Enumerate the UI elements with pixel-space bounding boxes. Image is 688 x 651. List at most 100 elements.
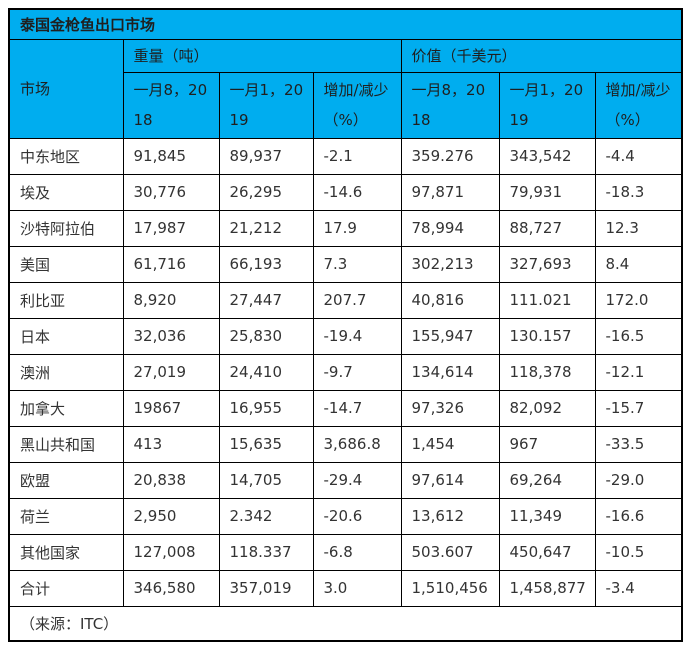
cell-weight-change: -6.8 (312, 533, 402, 571)
table-row: 日本 32,036 25,830 -19.4 155,947 130.157 -… (8, 317, 683, 355)
column-header-value-change: 增加/减少 （%） (594, 71, 683, 139)
table-row: 沙特阿拉伯 17,987 21,212 17.9 78,994 88,727 1… (8, 209, 683, 247)
cell-value-2019: 82,092 (498, 389, 596, 427)
cell-value-2018: 97,871 (400, 173, 500, 211)
cell-value-2019: 327,693 (498, 245, 596, 283)
cell-weight-change: 17.9 (312, 209, 402, 247)
cell-weight-change: 3,686.8 (312, 425, 402, 463)
cell-weight-2018: 20,838 (122, 461, 220, 499)
cell-weight-change: -20.6 (312, 497, 402, 535)
cell-value-2018: 302,213 (400, 245, 500, 283)
cell-market: 利比亚 (8, 281, 124, 319)
cell-weight-2019: 26,295 (218, 173, 314, 211)
cell-value-2018: 359.276 (400, 137, 500, 175)
table-row: 澳洲 27,019 24,410 -9.7 134,614 118,378 -1… (8, 353, 683, 391)
cell-weight-2018: 17,987 (122, 209, 220, 247)
column-group-weight: 重量（吨） (122, 38, 402, 73)
cell-weight-2019: 24,410 (218, 353, 314, 391)
cell-value-change: -33.5 (594, 425, 683, 463)
cell-weight-2019: 118.337 (218, 533, 314, 571)
source-row: （来源：ITC） (8, 605, 683, 642)
table-body: 中东地区 91,845 89,937 -2.1 359.276 343,542 … (8, 137, 683, 607)
cell-weight-2019: 27,447 (218, 281, 314, 319)
cell-value-2019: 967 (498, 425, 596, 463)
cell-weight-2019: 15,635 (218, 425, 314, 463)
cell-weight-2019: 16,955 (218, 389, 314, 427)
title-row: 泰国金枪鱼出口市场 (8, 8, 683, 40)
cell-weight-2019: 21,212 (218, 209, 314, 247)
cell-value-2019: 130.157 (498, 317, 596, 355)
cell-market: 其他国家 (8, 533, 124, 571)
cell-value-change: -16.5 (594, 317, 683, 355)
column-header-weight-jan2019: 一月1，20 19 (218, 71, 314, 139)
cell-value-change: -15.7 (594, 389, 683, 427)
cell-weight-2018: 30,776 (122, 173, 220, 211)
cell-weight-change: 3.0 (312, 569, 402, 607)
cell-value-2018: 13,612 (400, 497, 500, 535)
cell-market: 合计 (8, 569, 124, 607)
table-row: 合计 346,580 357,019 3.0 1,510,456 1,458,8… (8, 569, 683, 607)
table-header: 泰国金枪鱼出口市场 市场 重量（吨） 价值（千美元） 一月8，20 18 一月1… (8, 8, 683, 139)
cell-weight-2018: 346,580 (122, 569, 220, 607)
source-note: （来源：ITC） (8, 605, 683, 642)
column-header-weight-change: 增加/减少 （%） (312, 71, 402, 139)
cell-value-change: 8.4 (594, 245, 683, 283)
cell-weight-2018: 127,008 (122, 533, 220, 571)
cell-weight-2018: 61,716 (122, 245, 220, 283)
cell-weight-2018: 2,950 (122, 497, 220, 535)
cell-weight-2019: 14,705 (218, 461, 314, 499)
cell-value-2018: 78,994 (400, 209, 500, 247)
cell-value-2019: 450,647 (498, 533, 596, 571)
table-row: 利比亚 8,920 27,447 207.7 40,816 111.021 17… (8, 281, 683, 319)
cell-market: 日本 (8, 317, 124, 355)
column-group-value: 价值（千美元） (400, 38, 683, 73)
cell-value-2019: 11,349 (498, 497, 596, 535)
cell-market: 荷兰 (8, 497, 124, 535)
cell-market: 加拿大 (8, 389, 124, 427)
cell-market: 埃及 (8, 173, 124, 211)
cell-weight-2019: 89,937 (218, 137, 314, 175)
cell-value-change: -10.5 (594, 533, 683, 571)
tuna-export-table: 泰国金枪鱼出口市场 市场 重量（吨） 价值（千美元） 一月8，20 18 一月1… (8, 8, 684, 642)
cell-market: 美国 (8, 245, 124, 283)
column-group-row: 市场 重量（吨） 价值（千美元） (8, 38, 683, 139)
cell-weight-2018: 32,036 (122, 317, 220, 355)
cell-weight-2019: 25,830 (218, 317, 314, 355)
cell-weight-2018: 8,920 (122, 281, 220, 319)
cell-weight-change: 207.7 (312, 281, 402, 319)
table-title: 泰国金枪鱼出口市场 (8, 8, 683, 40)
cell-value-change: -29.0 (594, 461, 683, 499)
table-row: 黑山共和国 413 15,635 3,686.8 1,454 967 -33.5 (8, 425, 683, 463)
cell-value-2018: 134,614 (400, 353, 500, 391)
cell-weight-change: -19.4 (312, 317, 402, 355)
cell-market: 中东地区 (8, 137, 124, 175)
cell-weight-2019: 66,193 (218, 245, 314, 283)
cell-value-change: -12.1 (594, 353, 683, 391)
cell-value-2019: 118,378 (498, 353, 596, 391)
cell-weight-2018: 19867 (122, 389, 220, 427)
cell-value-2019: 1,458,877 (498, 569, 596, 607)
cell-market: 沙特阿拉伯 (8, 209, 124, 247)
cell-value-2018: 155,947 (400, 317, 500, 355)
cell-value-2019: 111.021 (498, 281, 596, 319)
cell-weight-change: -9.7 (312, 353, 402, 391)
cell-value-change: -16.6 (594, 497, 683, 535)
table-row: 美国 61,716 66,193 7.3 302,213 327,693 8.4 (8, 245, 683, 283)
table-row: 其他国家 127,008 118.337 -6.8 503.607 450,64… (8, 533, 683, 571)
cell-value-2018: 40,816 (400, 281, 500, 319)
cell-value-2019: 88,727 (498, 209, 596, 247)
cell-weight-2019: 357,019 (218, 569, 314, 607)
cell-weight-change: 7.3 (312, 245, 402, 283)
table-row: 荷兰 2,950 2.342 -20.6 13,612 11,349 -16.6 (8, 497, 683, 535)
cell-market: 澳洲 (8, 353, 124, 391)
cell-value-change: -3.4 (594, 569, 683, 607)
cell-value-2018: 1,454 (400, 425, 500, 463)
cell-weight-change: -14.7 (312, 389, 402, 427)
cell-weight-2018: 413 (122, 425, 220, 463)
cell-value-2018: 97,614 (400, 461, 500, 499)
cell-value-2018: 503.607 (400, 533, 500, 571)
cell-value-2019: 79,931 (498, 173, 596, 211)
cell-weight-change: -29.4 (312, 461, 402, 499)
cell-value-change: 12.3 (594, 209, 683, 247)
cell-value-2019: 69,264 (498, 461, 596, 499)
